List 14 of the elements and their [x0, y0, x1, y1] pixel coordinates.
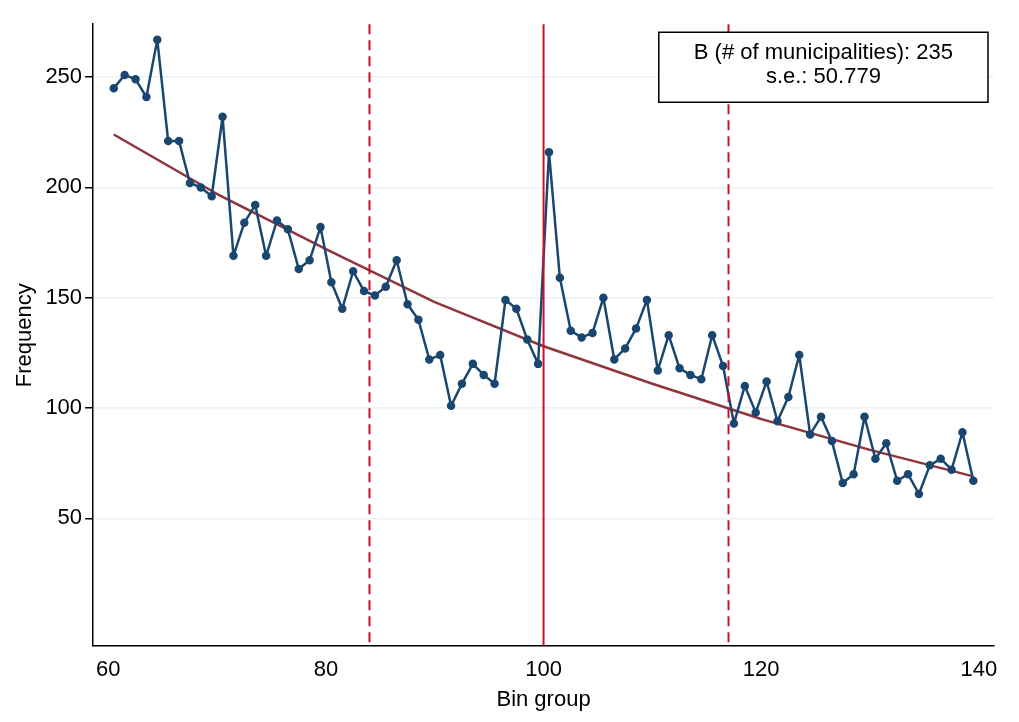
x-tick-label: 80 [313, 656, 339, 682]
x-tick-label: 60 [96, 656, 121, 682]
y-tick-label: 250 [45, 63, 83, 89]
y-tick-label: 200 [45, 173, 83, 199]
annotation: s.e.: 50.779 [765, 63, 881, 89]
x-tick-label: 140 [960, 656, 998, 682]
y-tick-label: 50 [57, 504, 83, 530]
x-tick-label: 120 [742, 656, 780, 682]
x-tick-label: 100 [525, 656, 562, 682]
annotation: B (# of municipalities): 235 [693, 39, 953, 65]
y-tick-label: 150 [45, 283, 83, 309]
y-axis-title: Frequency [11, 283, 37, 388]
y-tick-label: 100 [45, 394, 83, 420]
x-axis-title: Bin group [496, 685, 591, 711]
